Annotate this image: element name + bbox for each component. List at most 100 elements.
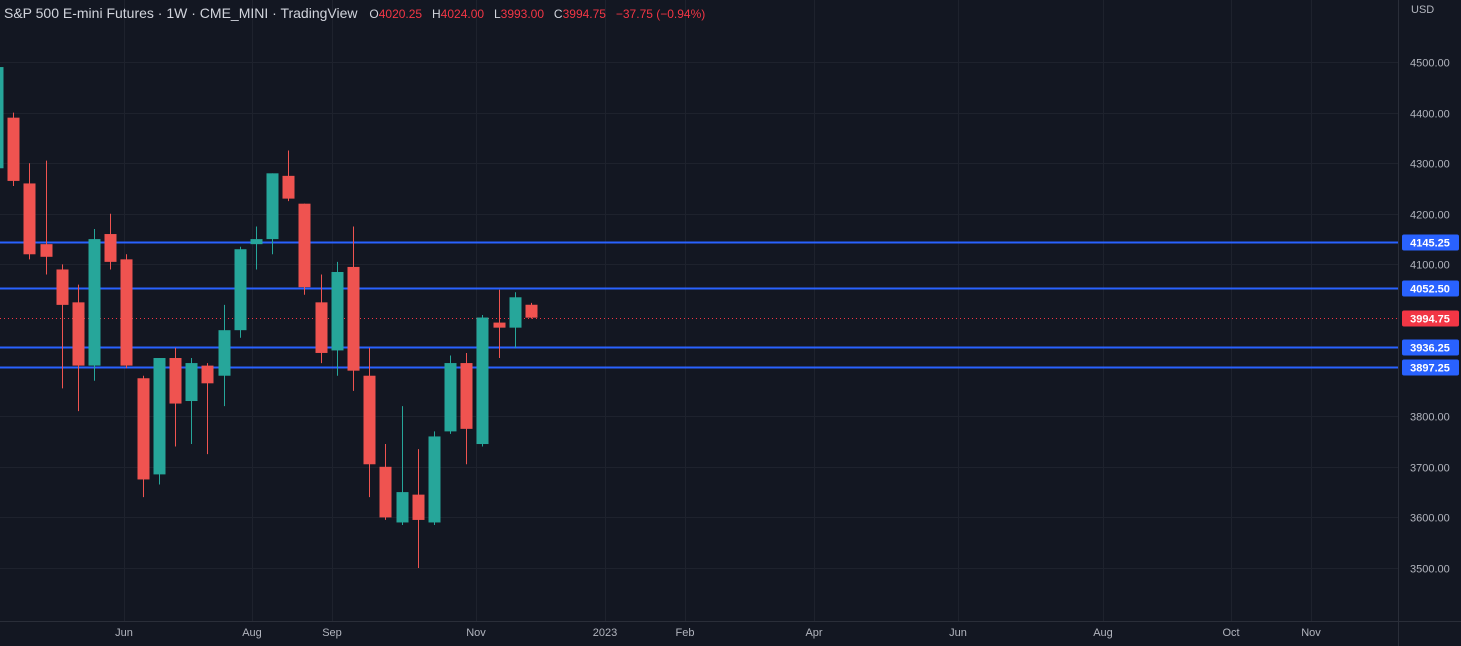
- candle-body: [250, 239, 263, 245]
- candle-body: [428, 436, 441, 523]
- candle: [72, 284, 85, 412]
- currency-label: USD: [1411, 4, 1434, 16]
- price-axis: USD 4500.00 4400.00 4300.00 4200.00 4100.00 38…: [1398, 0, 1459, 646]
- candle-body: [298, 203, 311, 288]
- price-tick-label: 4100.00: [1410, 260, 1450, 272]
- candle: [104, 213, 117, 270]
- candle: [56, 264, 69, 389]
- price-tick-label: 3600.00: [1410, 513, 1450, 525]
- candle-body: [218, 330, 231, 376]
- candle-body: [56, 269, 69, 305]
- candle-body: [104, 234, 117, 262]
- time-axis: Jun Aug Sep Nov 2023 Feb Apr Jun Aug Oct Nov: [0, 621, 1461, 639]
- price-tick-label: 3500.00: [1410, 564, 1450, 576]
- price-tick-label: 3700.00: [1410, 463, 1450, 475]
- candle-body: [509, 297, 522, 328]
- time-tick-label: Nov: [466, 627, 486, 639]
- candle: [234, 246, 247, 338]
- candle: [218, 304, 231, 407]
- candles: [0, 67, 538, 568]
- candle-body: [7, 117, 20, 181]
- candle-body: [282, 175, 295, 199]
- symbol-title: S&P 500 E-mini Futures · 1W · CME_MINI ·…: [4, 5, 358, 21]
- candle: [493, 289, 506, 359]
- candle-body: [234, 249, 247, 331]
- time-tick-label: Sep: [322, 627, 342, 639]
- candle: [7, 112, 20, 186]
- time-tick-label: Apr: [805, 627, 822, 639]
- open-value: 4020.25: [378, 7, 423, 21]
- candle: [460, 352, 473, 465]
- time-tick-label: Aug: [242, 627, 262, 639]
- candle-body: [72, 302, 85, 366]
- low-label: L: [493, 7, 501, 21]
- candle-body: [412, 494, 425, 520]
- last-price-label-bg: [1402, 310, 1459, 327]
- candle: [250, 226, 263, 270]
- candle-body: [460, 363, 473, 429]
- candle-body: [444, 363, 457, 432]
- candle: [201, 363, 214, 455]
- candle: [282, 150, 295, 202]
- close-value: 3994.75: [562, 7, 606, 21]
- candle-body: [153, 358, 166, 475]
- candle-body: [347, 266, 360, 371]
- candle: [169, 347, 182, 447]
- candle-body: [266, 173, 279, 240]
- candle: [347, 226, 360, 391]
- candle-body: [525, 304, 538, 318]
- time-tick-label: Oct: [1222, 627, 1239, 639]
- high-label: H: [432, 7, 441, 21]
- candle: [525, 302, 538, 319]
- level-label-bg: [1402, 234, 1459, 251]
- candle-body: [331, 271, 344, 351]
- symbol-legend: S&P 500 E-mini Futures · 1W · CME_MINI ·…: [4, 5, 705, 21]
- candle-body: [493, 322, 506, 328]
- candle: [120, 254, 133, 369]
- level-label-bg: [1402, 339, 1459, 356]
- price-tick-label: 4200.00: [1410, 210, 1450, 222]
- candle: [509, 292, 522, 348]
- candle: [379, 444, 392, 520]
- candle: [428, 431, 441, 525]
- candle-body: [40, 244, 53, 257]
- level-label: 3936.25: [1410, 343, 1450, 355]
- time-tick-label: Nov: [1301, 627, 1321, 639]
- candle: [185, 358, 198, 445]
- candle: [315, 274, 328, 364]
- time-tick-label: Jun: [115, 627, 133, 639]
- level-label: 3897.25: [1410, 363, 1450, 375]
- candle: [476, 315, 489, 447]
- level-label: 4145.25: [1410, 238, 1450, 250]
- candle-body: [0, 67, 4, 169]
- candle-body: [379, 466, 392, 518]
- grid: [0, 0, 1398, 621]
- candle-body: [396, 492, 409, 523]
- candle: [0, 67, 4, 169]
- candle-body: [137, 378, 150, 480]
- candle: [40, 160, 53, 275]
- time-tick-label: Jun: [949, 627, 967, 639]
- price-tick-label: 3800.00: [1410, 412, 1450, 424]
- candle-body: [476, 317, 489, 445]
- candle-body: [363, 375, 376, 465]
- price-tick-label: 4300.00: [1410, 159, 1450, 171]
- last-price-label: 3994.75: [1410, 314, 1450, 326]
- time-tick-label: 2023: [593, 627, 617, 639]
- candle: [363, 347, 376, 498]
- level-label-bg: [1402, 280, 1459, 297]
- time-tick-label: Feb: [676, 627, 695, 639]
- candle: [88, 228, 101, 381]
- candle: [23, 163, 36, 260]
- price-tick-label: 4400.00: [1410, 109, 1450, 121]
- candle-body: [185, 363, 198, 402]
- time-tick-label: Aug: [1093, 627, 1113, 639]
- candle-body: [201, 365, 214, 384]
- candle: [396, 406, 409, 525]
- candle: [412, 449, 425, 568]
- price-tick-label: 4500.00: [1410, 58, 1450, 70]
- candle-body: [120, 259, 133, 366]
- change-value: −37.75 (−0.94%): [615, 7, 706, 21]
